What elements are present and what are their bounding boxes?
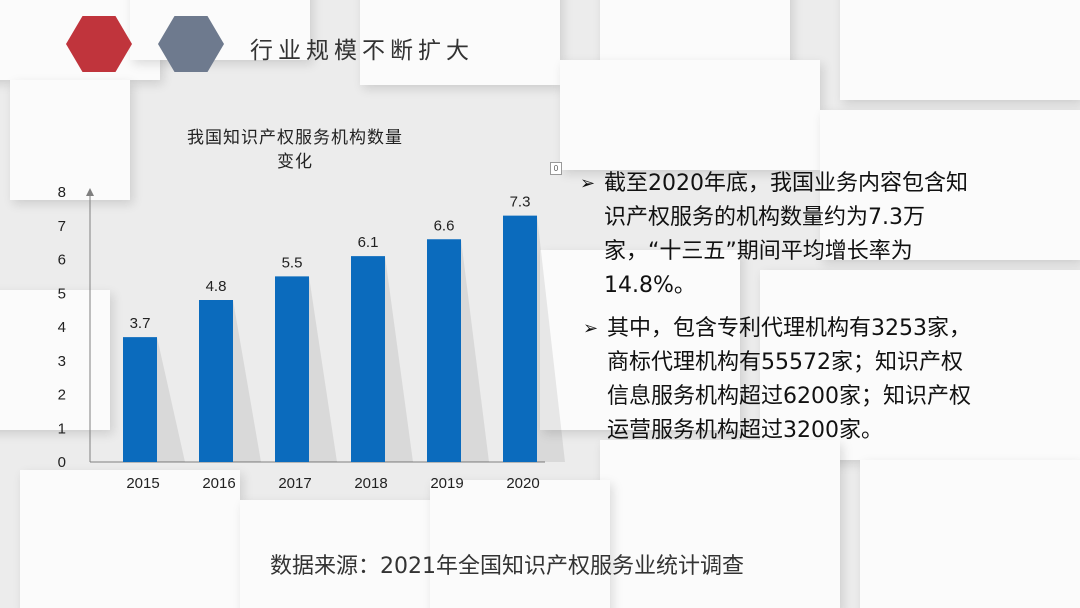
chart-title: 我国知识产权服务机构数量 变化: [140, 126, 450, 174]
bar: [503, 215, 537, 462]
x-tick-label: 2015: [126, 475, 159, 492]
chart-title-line-2: 变化: [277, 152, 313, 172]
bar-shadow: [537, 215, 565, 462]
bullet-2-line-3: 信息服务机构超过6200家；知识产权: [607, 384, 971, 409]
bar: [123, 337, 157, 462]
bar: [427, 239, 461, 462]
bar: [351, 256, 385, 462]
bullet-text-1: 截至2020年底，我国业务内容包含知 识产权服务的机构数量约为7.3万 家，“十…: [604, 167, 1050, 303]
bullet-2-line-4: 运营服务机构超过3200家。: [607, 418, 883, 443]
x-tick-label: 2019: [430, 475, 463, 492]
data-label: 4.8: [206, 278, 227, 295]
arrow-bullet-icon: ➢: [583, 318, 599, 339]
bullet-item-2: ➢ 其中，包含专利代理机构有3253家， 商标代理机构有55572家；知识产权 …: [583, 312, 1053, 448]
bullet-1-line-4: 14.8%。: [604, 273, 696, 298]
y-tick-label: 0: [58, 454, 66, 471]
y-tick-label: 1: [58, 420, 66, 437]
data-label: 6.1: [358, 234, 379, 251]
bullet-item-1: ➢ 截至2020年底，我国业务内容包含知 识产权服务的机构数量约为7.3万 家，…: [580, 167, 1050, 303]
arrow-bullet-icon: ➢: [580, 173, 596, 194]
x-tick-label: 2020: [506, 475, 539, 492]
x-tick-label: 2018: [354, 475, 387, 492]
bar-shadow: [157, 337, 185, 462]
bar: [275, 276, 309, 462]
bullet-1-line-2: 识产权服务的机构数量约为7.3万: [604, 205, 925, 230]
data-label: 3.7: [130, 315, 151, 332]
bar-shadow: [233, 300, 261, 462]
bullet-2-line-1: 其中，包含专利代理机构有3253家，: [607, 316, 971, 341]
data-label: 5.5: [282, 254, 303, 271]
y-axis-arrow-icon: [86, 188, 94, 196]
y-tick-label: 3: [58, 353, 66, 370]
x-tick-label: 2017: [278, 475, 311, 492]
y-tick-label: 8: [58, 184, 66, 201]
chart-title-line-1: 我国知识产权服务机构数量: [187, 128, 403, 148]
bar-shadow: [385, 256, 413, 462]
y-tick-label: 7: [58, 218, 66, 235]
bar-shadow: [309, 276, 337, 462]
bullet-text-2: 其中，包含专利代理机构有3253家， 商标代理机构有55572家；知识产权 信息…: [607, 312, 1053, 448]
y-tick-label: 5: [58, 285, 66, 302]
small-zero-mark: 0: [550, 162, 562, 175]
data-label: 6.6: [434, 217, 455, 234]
bar-shadow: [461, 239, 489, 462]
y-tick-label: 6: [58, 252, 66, 269]
bullet-2-line-2: 商标代理机构有55572家；知识产权: [607, 350, 963, 375]
data-source: 数据来源：2021年全国知识产权服务业统计调查: [270, 554, 744, 579]
page-title: 行业规模不断扩大: [250, 38, 474, 64]
bar: [199, 300, 233, 462]
y-tick-label: 2: [58, 387, 66, 404]
x-tick-label: 2016: [202, 475, 235, 492]
y-tick-label: 4: [58, 319, 66, 336]
bullet-1-line-3: 家，“十三五”期间平均增长率为: [604, 239, 913, 264]
data-label: 7.3: [510, 194, 531, 211]
bullet-1-line-1: 截至2020年底，我国业务内容包含知: [604, 171, 968, 196]
